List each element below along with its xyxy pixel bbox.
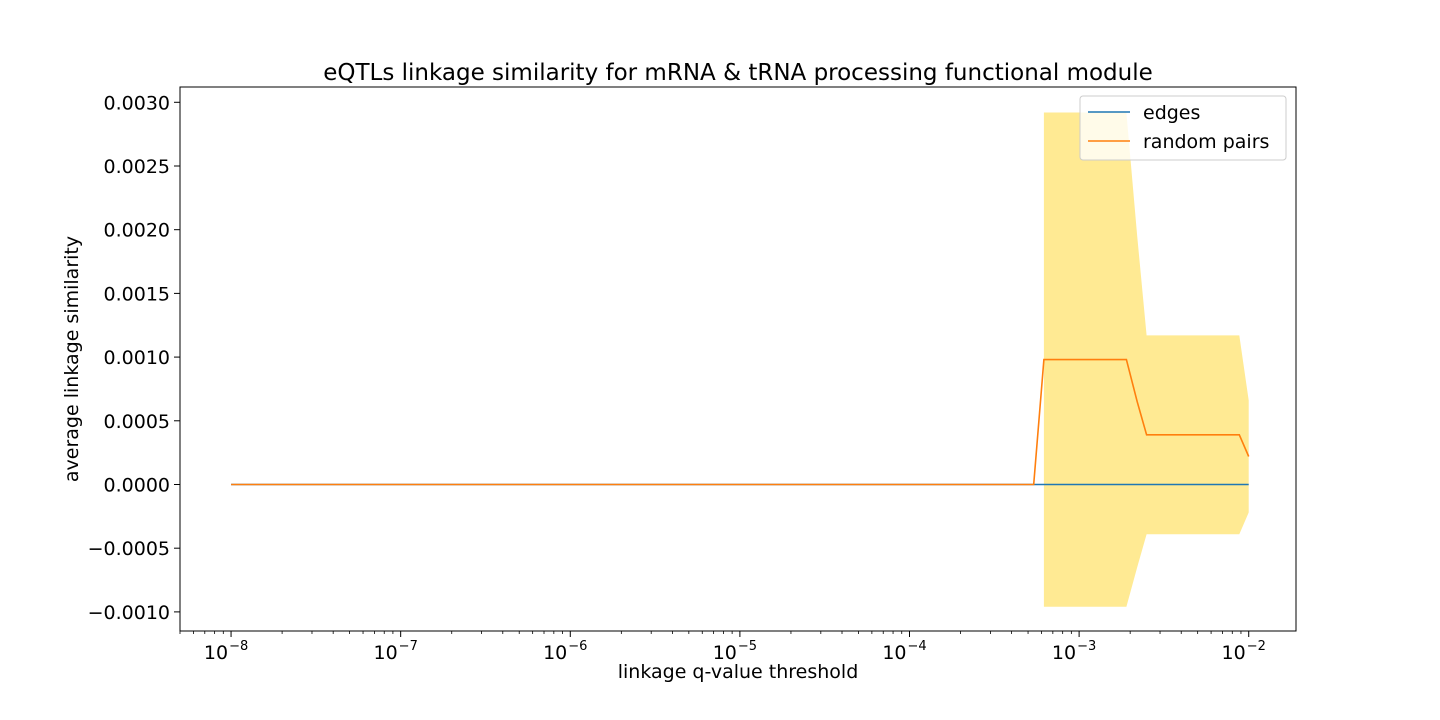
y-tick-label: 0.0010 bbox=[104, 347, 170, 369]
y-tick-label: 0.0025 bbox=[104, 156, 170, 178]
plot-frame bbox=[179, 86, 1297, 632]
y-axis-title: average linkage similarity bbox=[61, 236, 83, 482]
x-tick-label: 10−8 bbox=[204, 639, 248, 664]
x-tick-label: 10−7 bbox=[373, 639, 417, 664]
legend: edges random pairs bbox=[1079, 95, 1287, 161]
series-line-random-pairs bbox=[231, 358, 1250, 486]
x-tick-label: 10−2 bbox=[1222, 639, 1266, 664]
y-tick-label: 0.0020 bbox=[104, 220, 170, 242]
x-tick-label: 10−3 bbox=[1052, 639, 1096, 664]
legend-frame bbox=[1079, 95, 1287, 161]
chart-title: eQTLs linkage similarity for mRNA & tRNA… bbox=[323, 60, 1153, 86]
y-tick-label: −0.0010 bbox=[88, 602, 170, 624]
x-axis-title: linkage q-value threshold bbox=[618, 661, 859, 683]
x-tick-label: 10−4 bbox=[882, 639, 926, 664]
y-tick-label: −0.0005 bbox=[88, 538, 170, 560]
y-tick-label: 0.0015 bbox=[104, 283, 170, 305]
x-tick-label: 10−6 bbox=[543, 639, 587, 664]
legend-label-random-pairs: random pairs bbox=[1143, 131, 1269, 153]
legend-label-edges: edges bbox=[1143, 102, 1200, 124]
confidence-band-random-pairs bbox=[1043, 112, 1249, 607]
y-tick-label: 0.0030 bbox=[104, 92, 170, 114]
y-tick-label: 0.0000 bbox=[104, 474, 170, 496]
y-tick-label: 0.0005 bbox=[104, 411, 170, 433]
